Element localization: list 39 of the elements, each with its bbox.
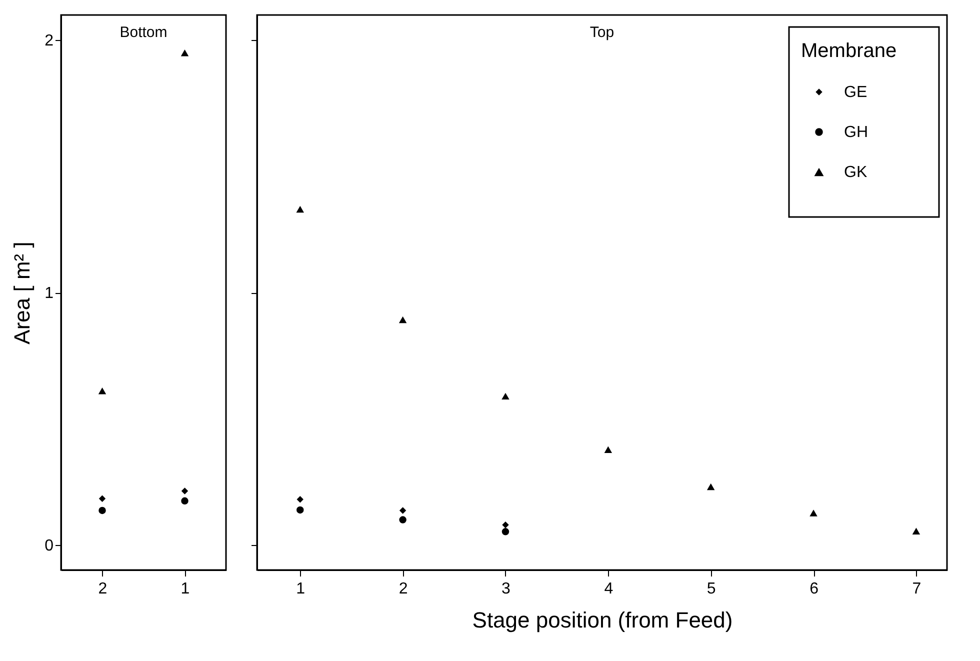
point xyxy=(502,392,510,400)
point xyxy=(399,516,406,524)
point xyxy=(502,528,510,536)
y-axis-title: Area [ m² ] xyxy=(10,242,35,344)
point xyxy=(604,446,612,454)
point xyxy=(810,510,818,516)
y-tick-label: 1 xyxy=(44,285,54,302)
legend-title: Membrane xyxy=(801,40,897,62)
point xyxy=(706,483,715,490)
x-tick-label: 6 xyxy=(810,580,819,598)
x-tick-label: 2 xyxy=(398,580,408,598)
point xyxy=(296,206,304,213)
x-axis-title: Stage position (from Feed) xyxy=(472,608,733,632)
point xyxy=(399,507,406,514)
point xyxy=(296,496,304,503)
x-tick-label: 5 xyxy=(706,580,716,598)
x-tick-label: 4 xyxy=(604,580,614,598)
text: Top xyxy=(590,24,614,41)
y-tick-label: 2 xyxy=(44,32,54,50)
legend-label: GE xyxy=(844,84,868,101)
legend-label: GH xyxy=(844,124,868,141)
point xyxy=(98,495,106,502)
text: Bottom xyxy=(120,24,168,41)
point xyxy=(181,497,188,504)
point xyxy=(502,521,509,528)
point xyxy=(98,388,106,394)
x-tick-label: 1 xyxy=(180,580,190,598)
x-tick-label: 1 xyxy=(296,580,306,598)
point xyxy=(181,488,188,494)
x-tick-label: 3 xyxy=(502,580,511,598)
x-tick-label: 2 xyxy=(98,580,108,598)
point xyxy=(180,49,189,56)
x-tick-label: 7 xyxy=(912,580,922,598)
point xyxy=(98,506,106,514)
y-tick-label: 0 xyxy=(44,537,54,554)
point xyxy=(398,316,407,324)
point xyxy=(296,506,304,514)
point xyxy=(912,528,920,535)
legend-label: GK xyxy=(844,164,868,181)
